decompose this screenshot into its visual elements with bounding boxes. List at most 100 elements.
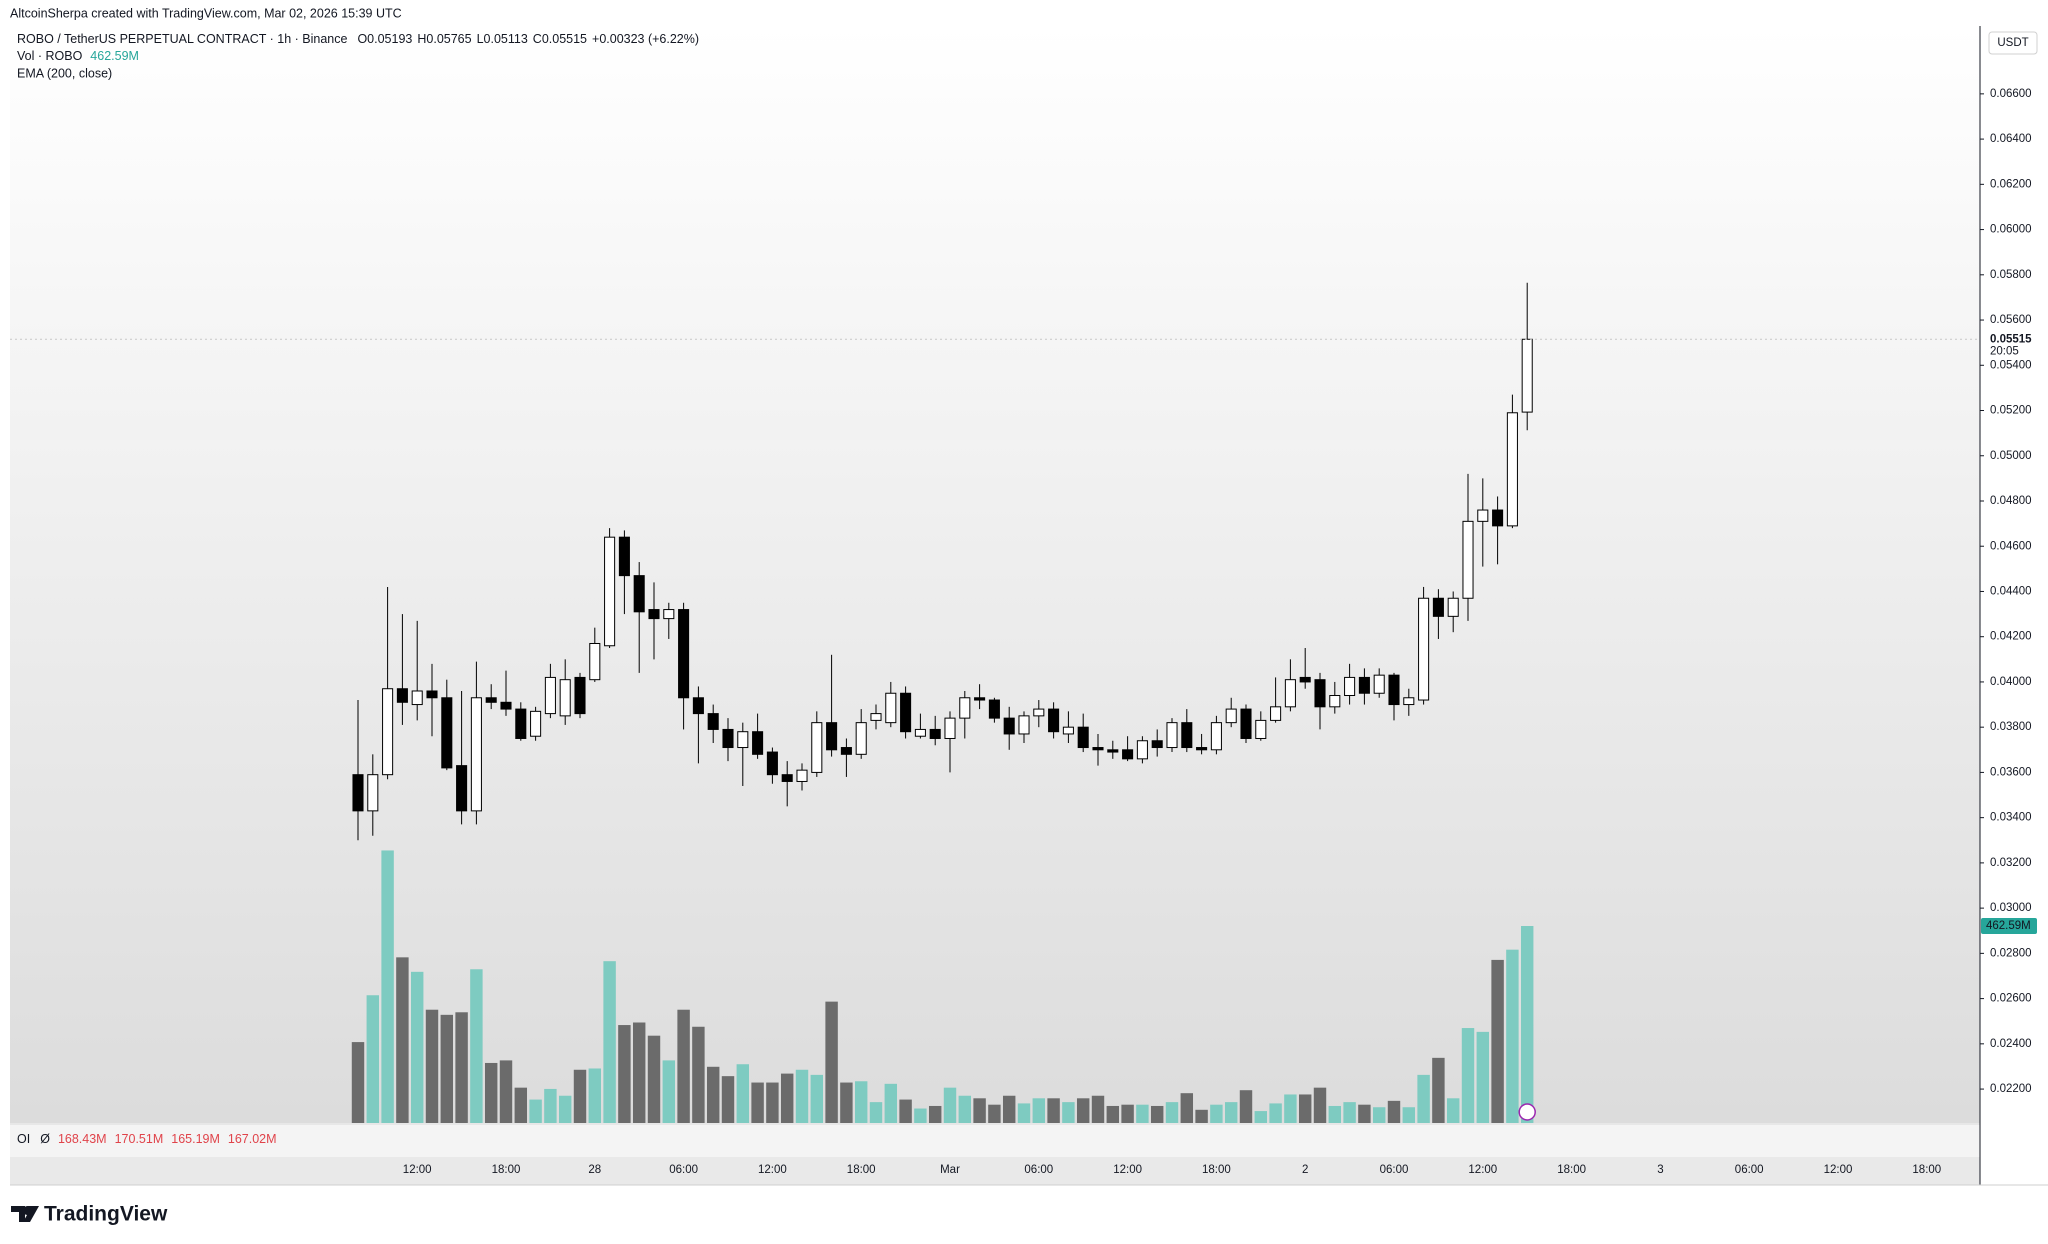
volume-bar: [973, 1098, 986, 1123]
candle-body: [1477, 509, 1489, 522]
volume-bar: [1387, 1100, 1401, 1123]
volume-bar: [1520, 926, 1534, 1123]
ohlc-value: 0.05515: [542, 32, 587, 46]
volume-bar: [1446, 1098, 1460, 1123]
marks: 0.02200 0.02400 0.02600 0.02800 0.03000 0.032…: [10, 88, 2041, 1176]
volume-bar: [810, 1074, 824, 1123]
candle-body: [781, 774, 793, 782]
candle-body: [1151, 740, 1163, 749]
volume-bar: [1298, 1094, 1312, 1123]
volume-bar: [1358, 1104, 1371, 1123]
y-tick-label: 0.03400: [1990, 812, 2032, 824]
logo: TradingView: [11, 1203, 168, 1226]
candle-body: [1314, 679, 1326, 708]
candle-body: [1492, 509, 1504, 527]
volume-bar: [1150, 1105, 1164, 1123]
candle-body: [1521, 338, 1533, 413]
volume-bar: [558, 1095, 572, 1123]
candle-body: [1092, 747, 1104, 751]
change: +0.00323 (+6.22%): [592, 32, 699, 46]
y-tick-label: 0.06400: [1990, 133, 2032, 145]
x-tick-label: 12:00: [1824, 1164, 1853, 1176]
y-tick-label: 0.02600: [1990, 993, 2032, 1005]
volume-bar: [529, 1099, 542, 1123]
candle-body: [1506, 412, 1518, 527]
candle-body: [929, 728, 941, 739]
volume-bar: [632, 1022, 646, 1123]
volume-bar: [1180, 1093, 1194, 1123]
volume-bar: [854, 1081, 868, 1123]
volume-bar: [1461, 1028, 1475, 1123]
volume-bar: [706, 1066, 720, 1123]
candle-body: [1048, 708, 1060, 733]
volume-bar: [544, 1088, 557, 1123]
volume-bar: [988, 1104, 1001, 1123]
candle-body: [1270, 706, 1282, 721]
time-axis: [10, 1157, 1980, 1185]
volume-bar: [780, 1073, 794, 1123]
volume-bar: [840, 1082, 853, 1123]
volume-bar: [1165, 1102, 1179, 1123]
candle-body: [974, 697, 986, 701]
candle-body: [870, 713, 882, 721]
volume-bar: [647, 1035, 661, 1123]
volume-tag-label: 462.59M: [1986, 920, 2031, 932]
volume-bar: [499, 1060, 513, 1123]
x-tick-label: 12:00: [1113, 1164, 1142, 1176]
volume-bar: [692, 1026, 705, 1123]
volume-bar: [1328, 1105, 1342, 1123]
candle-body: [352, 774, 364, 812]
candle-body: [1447, 597, 1459, 617]
volume-bar: [1076, 1098, 1090, 1123]
candle-body: [456, 765, 468, 812]
volume-bar: [1313, 1087, 1327, 1123]
x-tick-label: 06:00: [669, 1164, 698, 1176]
volume-bar: [914, 1108, 927, 1123]
volume-bar: [1284, 1094, 1297, 1123]
candle-body: [396, 688, 408, 703]
price-tag: [1981, 331, 2041, 358]
candle-body: [678, 609, 690, 699]
y-tick-label: 0.04800: [1990, 495, 2032, 507]
candle-body: [1033, 708, 1045, 717]
volume-bar: [1343, 1102, 1356, 1123]
x-tick-label: 06:00: [1024, 1164, 1053, 1176]
y-tick-label: 0.03800: [1990, 721, 2032, 733]
candle-body: [663, 609, 675, 620]
candle-body: [589, 642, 601, 681]
ohlc-value: 0.05193: [367, 32, 412, 46]
volume-bar: [795, 1069, 809, 1123]
candle-body: [826, 722, 838, 751]
candle-body: [1432, 597, 1444, 617]
y-tick-label: 0.04600: [1990, 540, 2032, 552]
volume-bar: [366, 995, 380, 1123]
oi-pane: [10, 1125, 1980, 1157]
volume-bar: [618, 1025, 631, 1123]
candle-body: [707, 713, 719, 730]
candle-body: [1299, 676, 1311, 683]
ohlc-key: C: [533, 32, 542, 46]
candle-body: [544, 676, 556, 715]
candle-body: [914, 728, 926, 737]
candle-body: [382, 688, 394, 776]
volume-bar: [1032, 1098, 1046, 1123]
x-tick-label: 06:00: [1735, 1164, 1764, 1176]
symbol-name: ROBO / TetherUS PERPETUAL CONTRACT · 1h …: [17, 32, 347, 46]
y-tick-label: 0.03600: [1990, 766, 2032, 778]
candle-body: [959, 697, 971, 719]
candle-body: [633, 575, 645, 613]
price-tag-label: 0.05515: [1990, 333, 2032, 345]
y-tick-label: 0.05000: [1990, 450, 2032, 462]
volume-bar: [410, 971, 424, 1123]
candle-body: [1018, 715, 1030, 735]
oi-value: 170.51M: [115, 1132, 164, 1146]
logo-icon: [11, 1205, 39, 1222]
volume-bar: [899, 1099, 912, 1123]
x-tick-label: 06:00: [1380, 1164, 1409, 1176]
volume-bar: [455, 1012, 468, 1123]
y-tick-label: 0.05400: [1990, 359, 2032, 371]
candle-body: [1210, 722, 1222, 751]
candle-body: [1136, 740, 1148, 760]
volume-bar: [573, 1069, 587, 1123]
candle-body: [604, 536, 616, 647]
